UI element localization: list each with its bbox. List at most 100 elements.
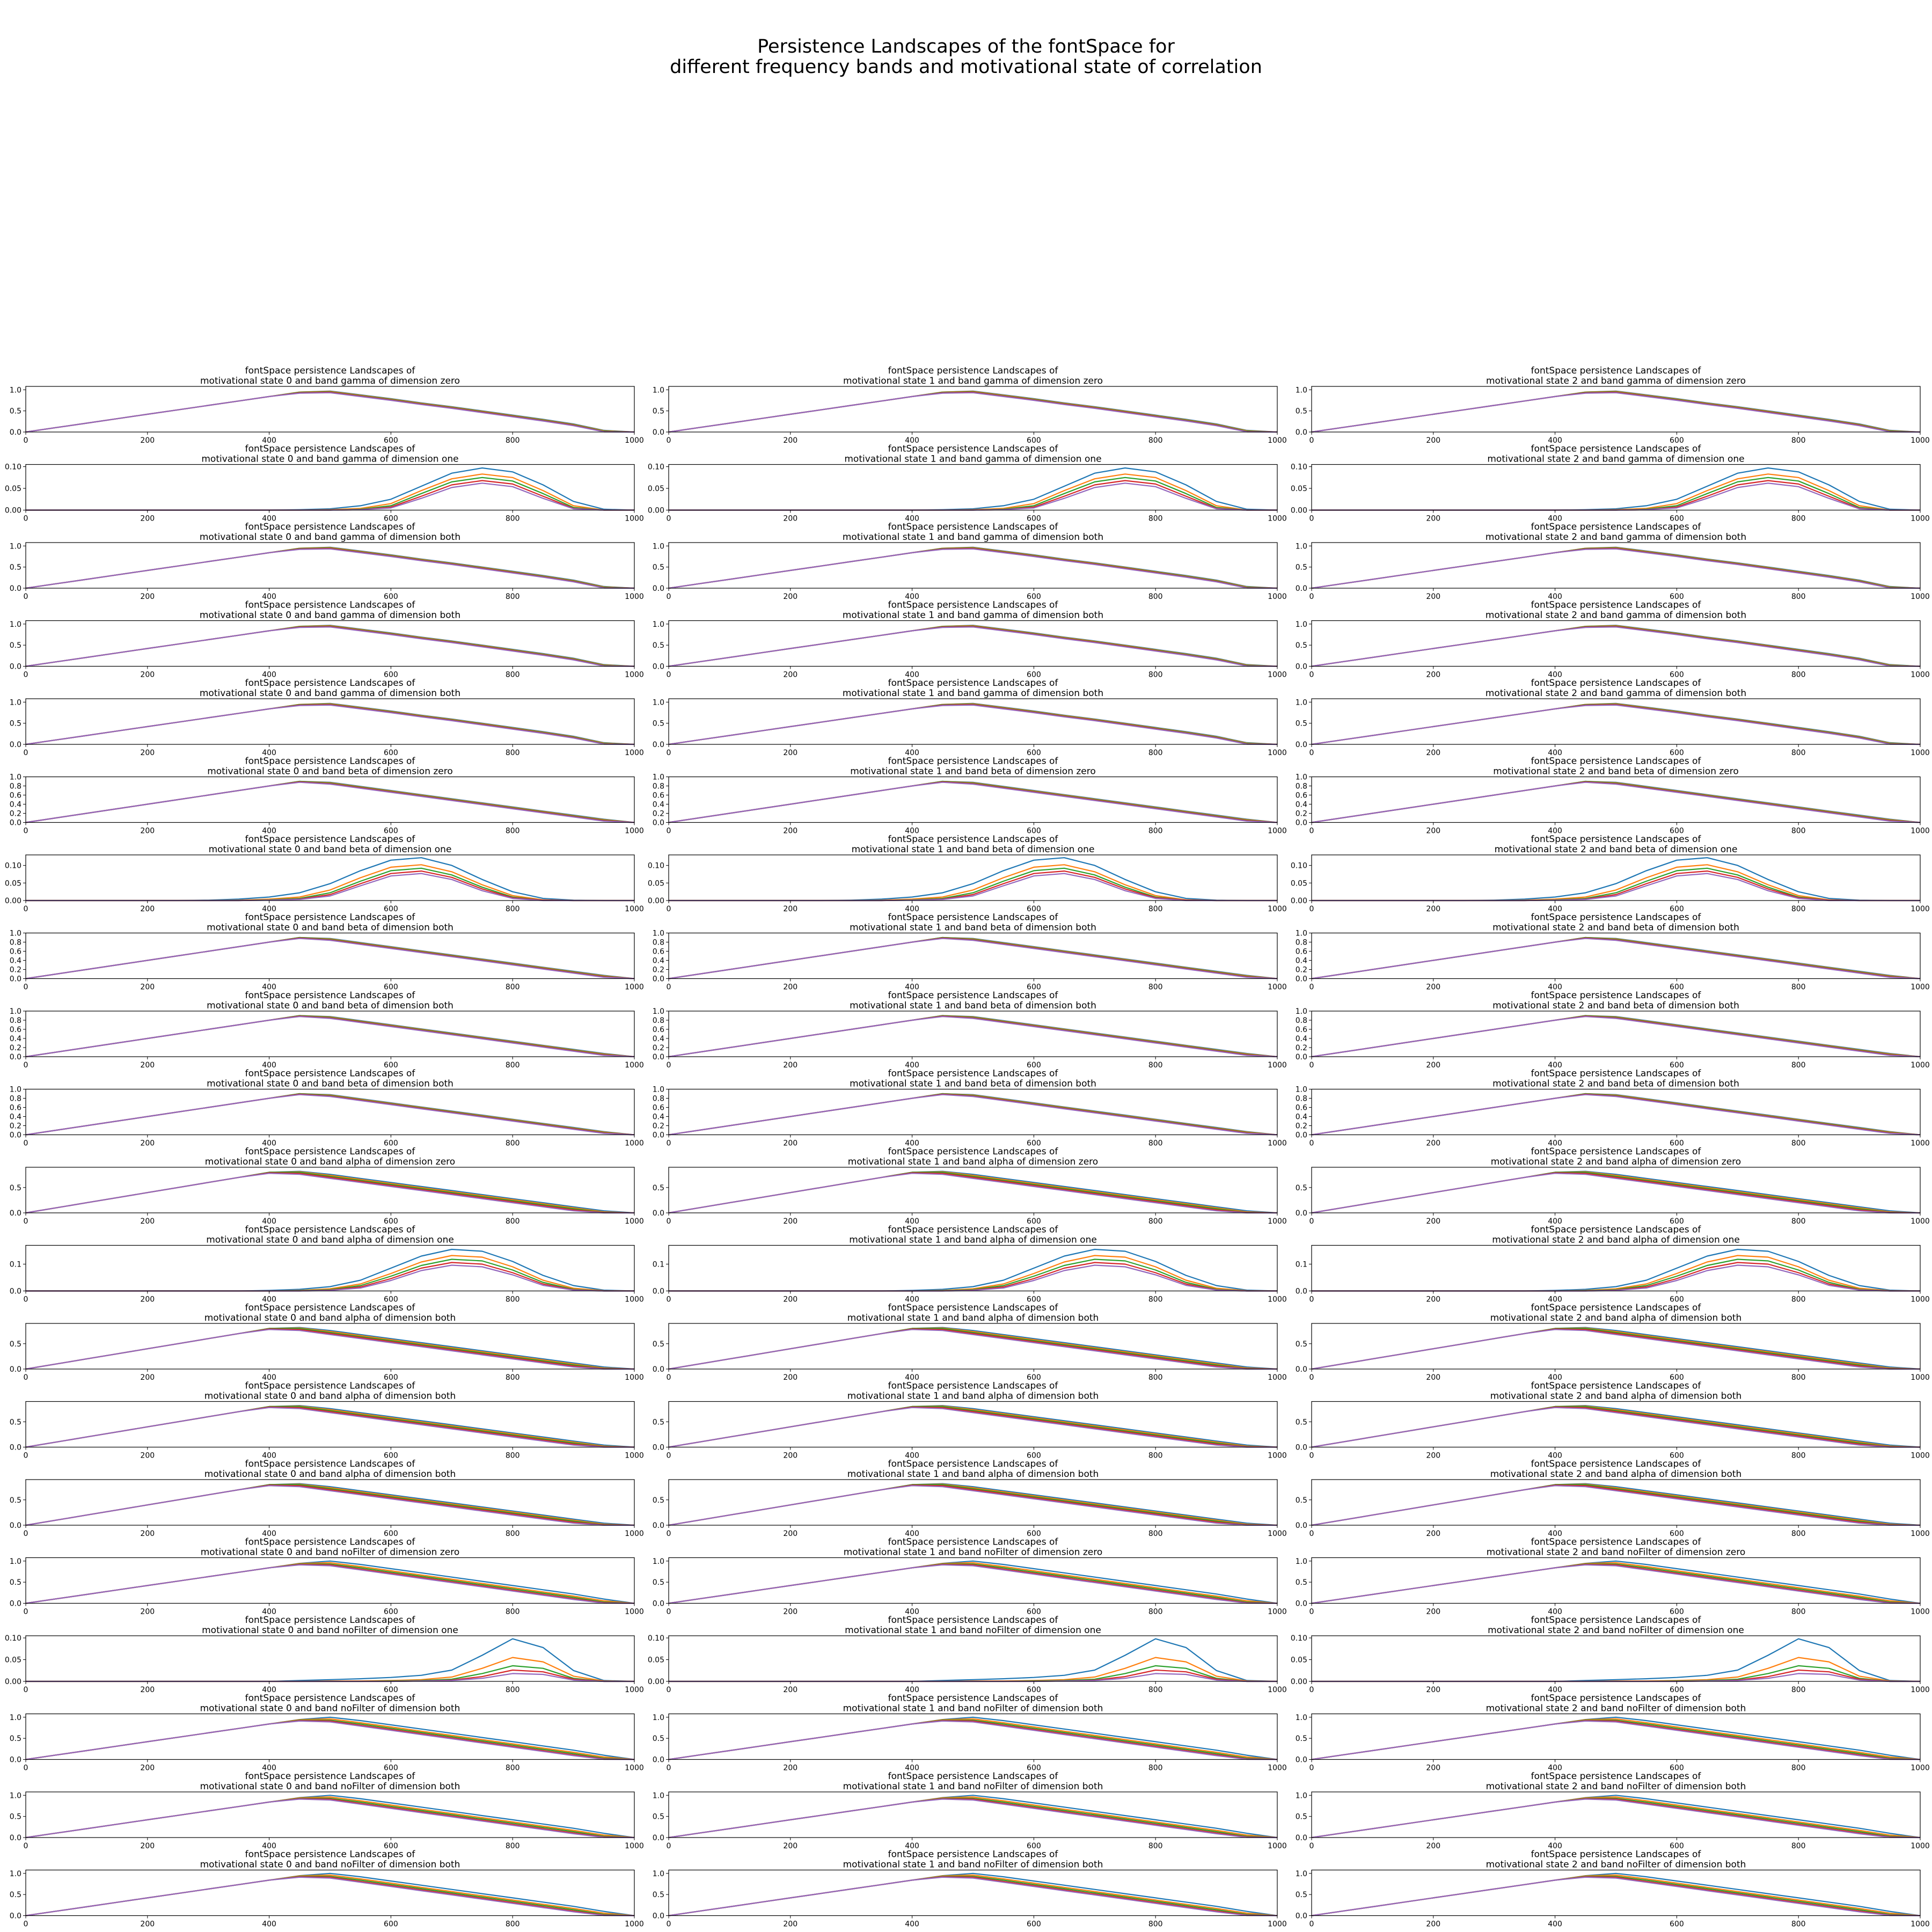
series-line-0	[668, 390, 1278, 433]
x-tick-label: 0	[667, 515, 671, 523]
series-line-1	[26, 473, 634, 511]
subplot-title-band-dimension: and band alpha of dimension one	[941, 1235, 1096, 1246]
x-tick-label: 800	[1148, 1452, 1163, 1460]
subplot-title-band-dimension: and band noFilter of dimension both	[935, 1703, 1103, 1714]
series-line-3	[1311, 391, 1921, 433]
x-tick-label: 0	[1309, 983, 1314, 992]
x-tick-label: 800	[1791, 905, 1806, 913]
x-tick-label: 600	[1670, 1920, 1684, 1929]
subplot-title-band-dimension: and band alpha of dimension both	[296, 1391, 456, 1402]
y-tick-label: 0.8	[10, 1016, 21, 1025]
subplot-title-band-dimension: and band alpha of dimension both	[939, 1391, 1099, 1402]
x-tick-label: 800	[1148, 1764, 1163, 1773]
subplot-title-line-2: motivational state 1 and band gamma of d…	[844, 454, 1101, 465]
axes-frame	[25, 776, 635, 823]
x-tick-label: 800	[1148, 1529, 1163, 1538]
series-line-1	[25, 391, 635, 433]
subplot-title-band-dimension: and band noFilter of dimension both	[292, 1703, 460, 1714]
x-tick-label: 200	[1426, 1529, 1440, 1538]
x-tick-label: 200	[783, 671, 797, 679]
series-line-2	[25, 1797, 635, 1839]
subplot-title-line-2: motivational state 2 and band alpha of d…	[1490, 1391, 1742, 1402]
x-tick-label: 800	[1791, 1139, 1806, 1148]
x-tick-label: 800	[1791, 1452, 1806, 1460]
series-line-2	[1311, 1015, 1921, 1058]
subplot-title-band-dimension: and band gamma of dimension both	[934, 532, 1103, 543]
series-line-4	[1311, 781, 1921, 823]
x-tick-label: 800	[506, 1608, 520, 1616]
x-tick-label: 400	[1548, 592, 1562, 601]
subplot-r8-c2: fontSpace persistence Landscapes ofmotiv…	[1296, 990, 1930, 1070]
y-tick-label: 0.8	[1296, 1095, 1307, 1103]
y-tick-label: 0.10	[1291, 862, 1307, 870]
subplot-title-state: motivational state 0	[204, 1469, 296, 1480]
x-tick-label: 800	[1791, 1217, 1806, 1226]
x-tick-label: 200	[783, 1920, 797, 1929]
series-line-2	[1312, 1665, 1920, 1682]
subplot-title-line-2: motivational state 1 and band noFilter o…	[843, 1860, 1103, 1870]
y-tick-label: 0.5	[10, 720, 21, 728]
x-tick-label: 600	[1027, 1842, 1041, 1850]
x-tick-label: 200	[1426, 592, 1440, 601]
x-tick-label: 600	[1670, 1217, 1684, 1226]
x-tick-label: 1000	[1911, 1452, 1930, 1460]
figure-suptitle-line-2: different frequency bands and motivation…	[670, 56, 1262, 78]
x-tick-label: 400	[262, 1139, 276, 1148]
x-tick-label: 400	[905, 515, 919, 523]
series-line-1	[668, 1874, 1278, 1916]
x-tick-label: 800	[1791, 1296, 1806, 1304]
x-tick-label: 800	[506, 1139, 520, 1148]
subplot-title-line-1: fontSpace persistence Landscapes of	[888, 1849, 1059, 1860]
subplot-r16-c2: fontSpace persistence Landscapes ofmotiv…	[1291, 1615, 1930, 1694]
x-tick-label: 1000	[625, 749, 644, 757]
series-line-4	[1311, 704, 1921, 745]
x-tick-label: 0	[667, 1139, 671, 1148]
y-tick-label: 0.0	[10, 819, 21, 828]
subplot-title-band-dimension: and band beta of dimension both	[298, 1000, 453, 1011]
y-tick-label: 0.5	[653, 1578, 664, 1587]
y-tick-label: 0.6	[653, 948, 664, 956]
x-tick-label: 0	[24, 1061, 28, 1070]
series-line-4	[1311, 1798, 1921, 1839]
x-tick-label: 600	[1027, 436, 1041, 445]
subplot-r14-c0: fontSpace persistence Landscapes ofmotiv…	[10, 1459, 644, 1538]
y-tick-label: 1.0	[653, 773, 664, 782]
y-tick-label: 0.5	[10, 1813, 21, 1821]
series-line-1	[25, 1562, 635, 1604]
y-tick-label: 1.0	[1296, 773, 1307, 782]
x-tick-label: 400	[1548, 671, 1562, 679]
subplot-title-line-1: fontSpace persistence Landscapes of	[1531, 1225, 1702, 1235]
x-tick-label: 600	[384, 905, 398, 913]
y-tick-label: 0.6	[1296, 1026, 1307, 1034]
series-line-1	[1312, 473, 1920, 511]
x-tick-label: 600	[384, 1139, 398, 1148]
y-tick-label: 0.10	[5, 1634, 21, 1643]
subplot-title-state: motivational state 2	[1490, 1313, 1582, 1323]
y-tick-label: 0.0	[653, 1131, 664, 1140]
x-tick-label: 800	[1148, 1061, 1163, 1070]
x-tick-label: 600	[1027, 905, 1041, 913]
series-line-3	[668, 1876, 1278, 1916]
y-tick-label: 0.00	[648, 507, 664, 515]
x-tick-label: 200	[140, 1920, 155, 1929]
subplot-title-band-dimension: and band beta of dimension zero	[942, 766, 1095, 777]
subplot-title-state: motivational state 2	[1492, 923, 1584, 933]
series-line-4	[25, 626, 635, 667]
x-tick-label: 0	[24, 983, 28, 992]
y-tick-label: 0.5	[653, 1735, 664, 1743]
x-tick-label: 600	[384, 1529, 398, 1538]
x-tick-label: 0	[1309, 1608, 1314, 1616]
y-tick-label: 0.5	[1296, 720, 1307, 728]
x-tick-label: 200	[1426, 1608, 1440, 1616]
x-tick-label: 800	[1791, 749, 1806, 757]
y-tick-label: 1.0	[10, 386, 21, 394]
subplot-title-state: motivational state 2	[1492, 1235, 1584, 1246]
y-tick-label: 1.0	[653, 698, 664, 707]
subplot-title-line-1: fontSpace persistence Landscapes of	[1531, 365, 1702, 376]
y-tick-label: 0.0	[1296, 1053, 1307, 1062]
subplot-r4-c0: fontSpace persistence Landscapes ofmotiv…	[10, 678, 644, 757]
series-line-1	[1312, 1657, 1921, 1682]
x-tick-label: 200	[783, 1686, 797, 1694]
axes-frame	[25, 1245, 635, 1292]
x-tick-label: 400	[905, 671, 919, 679]
